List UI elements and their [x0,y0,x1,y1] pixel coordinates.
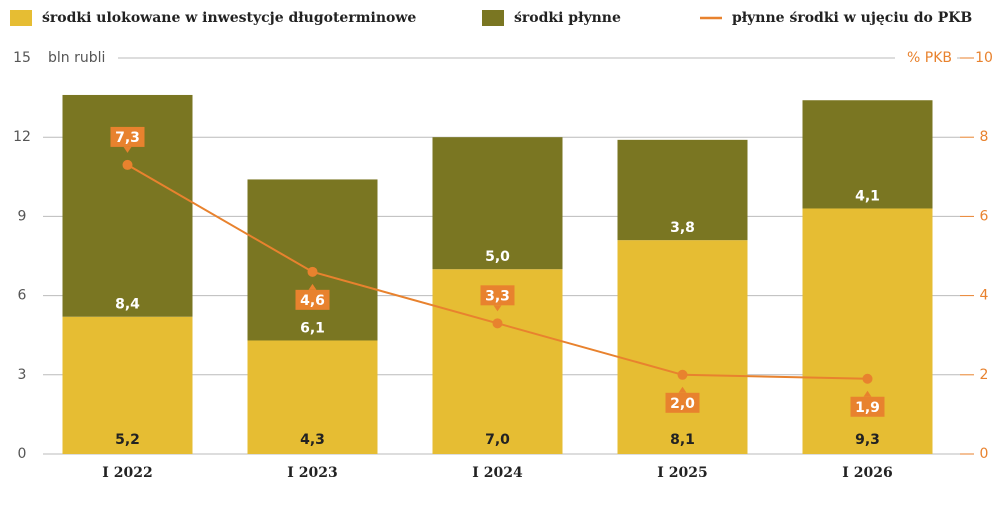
line-label: 3,3 [485,288,510,304]
line-point [677,369,688,380]
x-tick-label: I 2024 [472,465,523,481]
line-label-box [850,396,885,417]
y-tick-label: 15 [13,50,31,66]
y2-tick-label: 0 [980,446,989,462]
x-tick-label: I 2025 [657,465,707,481]
y2-tick-label: 4 [980,288,989,304]
bar-label: 9,3 [855,432,880,448]
legend-label: środki ulokowane w inwestycje długotermi… [42,10,416,26]
axis-label-bg [42,48,118,68]
bar-label: 4,3 [300,432,325,448]
bar-label: 4,1 [855,188,880,204]
y-tick-label: 6 [18,288,27,304]
y2-tick-label: 8 [980,129,989,145]
y-tick-label: 9 [18,208,27,224]
y2-tick-label: 10 [975,50,993,66]
y2-tick-label: 6 [980,208,989,224]
bar [432,137,563,270]
line-point [307,266,318,277]
bar-label: 8,4 [115,297,140,313]
line-label-box [665,392,700,413]
line-label-pointer [493,305,502,312]
bar [62,316,193,454]
line-label: 7,3 [115,130,140,146]
line-label-pointer [308,283,317,290]
y-tick-label: 3 [18,367,27,383]
line-point [492,318,503,329]
y-tick-label: 12 [13,129,31,145]
line-label-box [295,289,330,310]
bar [247,340,378,454]
bar-label: 7,0 [485,432,510,448]
y2-tick-label: 2 [980,367,989,383]
legend-label: płynne środki w ujęciu do PKB [732,10,972,26]
line-label-pointer [678,386,687,393]
x-tick-label: I 2026 [842,465,892,481]
axis-label-bg [895,48,957,68]
bar-label: 8,1 [670,432,695,448]
bar [247,179,378,341]
legend-swatch [10,10,32,26]
bar [617,139,748,241]
legend-label: środki płynne [514,10,621,26]
line-label-pointer [123,146,132,153]
line-label: 2,0 [670,396,695,412]
y-axis-label: bln rubli [48,50,105,66]
bar-label: 3,8 [670,220,695,236]
line-label: 1,9 [855,400,880,416]
bar-label: 5,2 [115,432,140,448]
x-tick-label: I 2023 [287,465,337,481]
line-label-pointer [863,390,872,397]
y2-axis-label: % PKB [907,50,952,66]
x-tick-label: I 2022 [102,465,152,481]
line-point [862,373,873,384]
line-label: 4,6 [300,293,325,309]
bar-label: 6,1 [300,320,325,336]
bar [802,100,933,209]
line-label-box [480,285,515,306]
line-point [122,159,133,170]
legend-swatch [482,10,504,26]
y-tick-label: 0 [18,446,27,462]
bar [617,240,748,454]
bar-label: 5,0 [485,249,510,265]
bar [802,208,933,454]
line-label-box [110,126,145,147]
